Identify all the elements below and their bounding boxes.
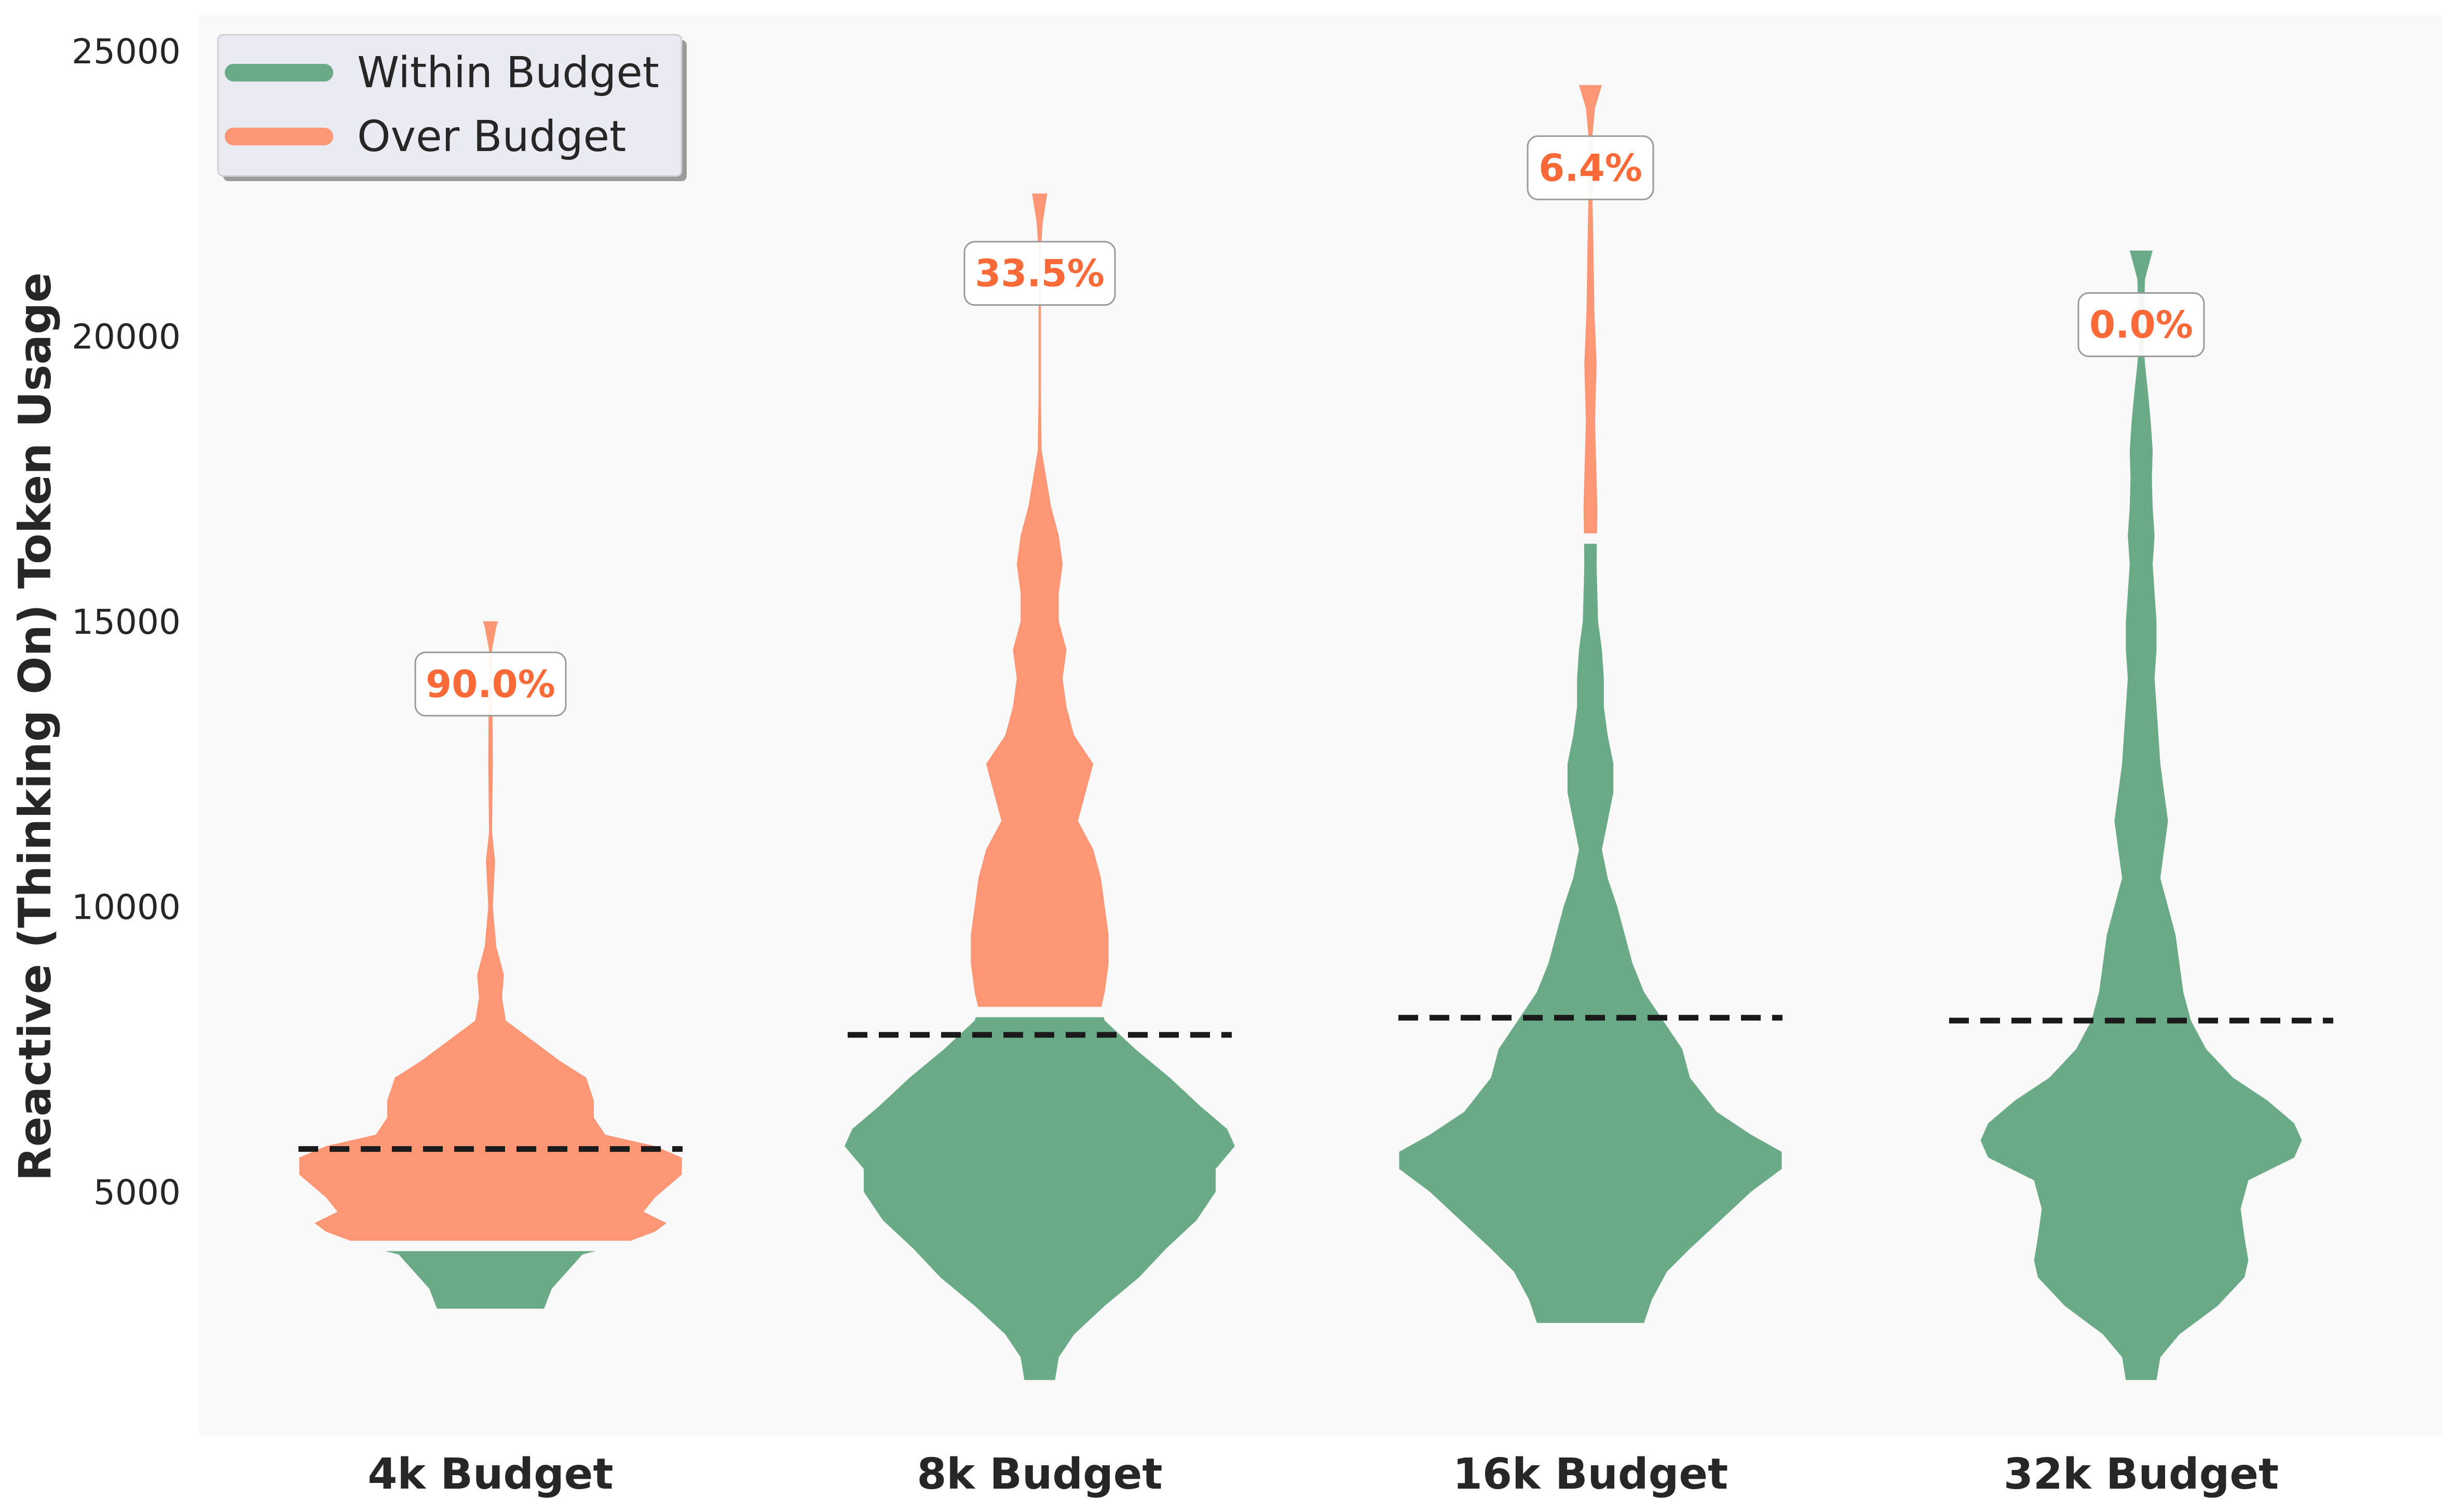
x-tick-16k-budget: 16k Budget xyxy=(1453,1450,1728,1499)
pct-label-box-8k-budget xyxy=(963,241,1116,306)
x-tick-8k-budget: 8k Budget xyxy=(917,1450,1162,1499)
x-tick-4k-budget: 4k Budget xyxy=(368,1450,613,1499)
y-tick-25000: 25000 xyxy=(72,32,181,72)
y-tick-10000: 10000 xyxy=(72,888,181,928)
violin-within-8k-budget xyxy=(845,1017,1235,1380)
violin-over-16k-budget xyxy=(1579,85,1602,534)
violins-layer xyxy=(299,85,2302,1380)
over-budget-pct-4k-budget: 90.0% xyxy=(426,662,555,706)
y-tick-5000: 5000 xyxy=(93,1173,181,1213)
median-lines-layer xyxy=(298,1015,2333,1152)
legend: Within Budget Over Budget xyxy=(217,34,687,181)
pct-label-box-16k-budget xyxy=(1527,135,1654,200)
legend-box xyxy=(217,34,683,177)
pct-label-box-4k-budget xyxy=(414,651,567,717)
percentage-labels-layer: 90.0% 33.5% 6.4% 0.0% xyxy=(414,135,2205,717)
y-axis-label: Reactive (Thinking On) Token Usage xyxy=(9,273,61,1181)
x-axis: 4k Budget 8k Budget 16k Budget 32k Budget xyxy=(368,1450,2279,1499)
violin-within-32k-budget xyxy=(1980,250,2302,1380)
violin-over-8k-budget xyxy=(971,193,1109,1007)
x-tick-32k-budget: 32k Budget xyxy=(2004,1450,2279,1499)
legend-label-over-budget: Over Budget xyxy=(357,112,626,161)
y-tick-20000: 20000 xyxy=(72,317,181,357)
violin-over-4k-budget xyxy=(299,621,682,1241)
over-budget-pct-32k-budget: 0.0% xyxy=(2089,303,2193,347)
violin-within-16k-budget xyxy=(1399,543,1782,1323)
violin-within-4k-budget xyxy=(385,1251,596,1309)
over-budget-pct-8k-budget: 33.5% xyxy=(975,252,1105,295)
over-budget-pct-16k-budget: 6.4% xyxy=(1539,146,1642,189)
y-axis: 5000 10000 15000 20000 25000 xyxy=(72,32,181,1213)
y-tick-15000: 15000 xyxy=(72,602,181,642)
pct-label-box-32k-budget xyxy=(2077,292,2205,358)
legend-label-within-budget: Within Budget xyxy=(357,48,659,98)
